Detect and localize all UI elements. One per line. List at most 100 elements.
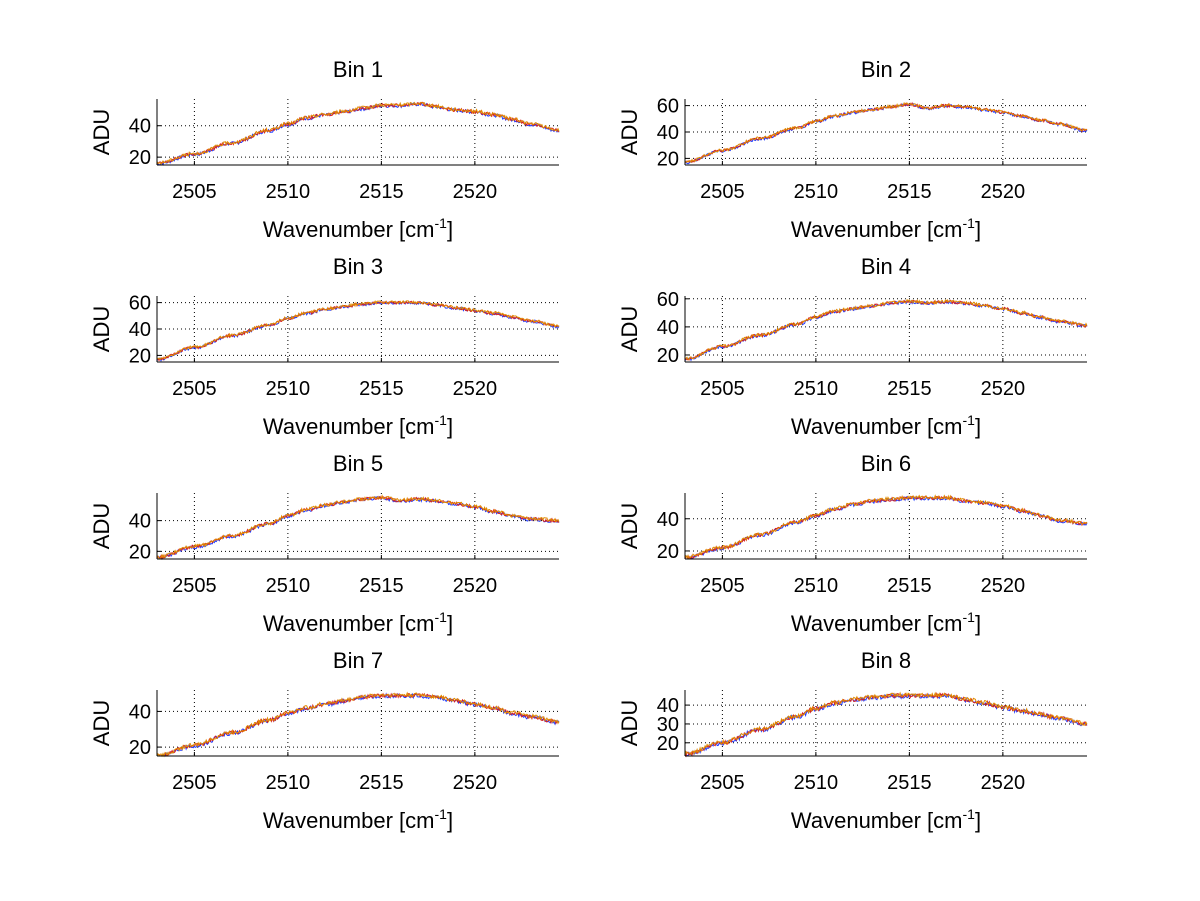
x-tick-label: 2505 — [172, 181, 217, 203]
x-tick-label: 2505 — [700, 575, 745, 597]
series-line-3 — [156, 300, 560, 361]
x-axis-label-sup: -1 — [963, 806, 976, 822]
x-axis-label-end: ] — [447, 217, 453, 242]
subplot-1: Bin 1 2505 2510 2515 2520 20 40 Wavenumber [cm-… — [89, 57, 560, 242]
subplot-title: Bin 2 — [861, 57, 911, 82]
y-tick-label: 20 — [129, 541, 151, 563]
y-tick-label: 40 — [657, 122, 679, 144]
x-axis-label-sup: -1 — [435, 412, 448, 428]
y-tick-label: 20 — [129, 147, 151, 169]
subplot-title: Bin 4 — [861, 254, 911, 279]
x-tick-label: 2505 — [700, 378, 745, 400]
x-tick-label: 2520 — [981, 575, 1026, 597]
x-axis-label-end: ] — [975, 808, 981, 833]
y-tick-label: 20 — [657, 733, 679, 755]
x-axis-label-text: Wavenumber [cm — [263, 808, 435, 833]
x-tick-label: 2520 — [453, 378, 498, 400]
x-axis-label-sup: -1 — [963, 215, 976, 231]
x-tick-label: 2515 — [887, 772, 932, 794]
x-tick-label: 2515 — [359, 772, 404, 794]
x-tick-label: 2510 — [266, 772, 311, 794]
x-tick-label: 2510 — [794, 772, 839, 794]
subplot-2: Bin 2 2505 2510 2515 2520 20 40 60 Wavenumber [c… — [617, 57, 1088, 242]
series-line-1 — [684, 692, 1088, 757]
x-tick-label: 2505 — [700, 772, 745, 794]
x-tick-label: 2510 — [794, 181, 839, 203]
series-line-1 — [156, 300, 560, 363]
y-axis-label: ADU — [617, 109, 642, 155]
y-axis-label: ADU — [89, 700, 114, 746]
subplot-title: Bin 1 — [333, 57, 383, 82]
x-axis-label-text: Wavenumber [cm — [791, 414, 963, 439]
y-tick-label: 40 — [129, 701, 151, 723]
x-axis-label: Wavenumber [cm-1] — [791, 412, 981, 439]
x-tick-label: 2510 — [794, 575, 839, 597]
x-axis-label-end: ] — [447, 808, 453, 833]
x-axis-label-end: ] — [975, 217, 981, 242]
y-tick-label: 40 — [657, 509, 679, 531]
y-tick-label: 40 — [657, 317, 679, 339]
x-tick-label: 2510 — [266, 378, 311, 400]
y-tick-label: 20 — [657, 345, 679, 367]
subplot-title: Bin 7 — [333, 648, 383, 673]
x-tick-label: 2505 — [172, 575, 217, 597]
x-tick-label: 2520 — [453, 181, 498, 203]
y-tick-label: 40 — [129, 116, 151, 138]
x-tick-label: 2520 — [981, 181, 1026, 203]
subplot-7: Bin 7 2505 2510 2515 2520 20 40 Wavenumber [cm-… — [89, 648, 560, 833]
x-tick-label: 2505 — [172, 378, 217, 400]
x-tick-label: 2515 — [887, 575, 932, 597]
y-axis-label: ADU — [617, 503, 642, 549]
subplot-3: Bin 3 2505 2510 2515 2520 20 40 60 Wavenumber [c… — [89, 254, 560, 439]
subplot-title: Bin 5 — [333, 451, 383, 476]
x-axis-label-sup: -1 — [963, 609, 976, 625]
x-tick-label: 2505 — [172, 772, 217, 794]
y-axis-label: ADU — [89, 306, 114, 352]
series-line-3 — [684, 691, 1088, 756]
subplot-title: Bin 3 — [333, 254, 383, 279]
y-tick-label: 20 — [657, 148, 679, 170]
x-tick-label: 2520 — [981, 772, 1026, 794]
series-line-3 — [156, 494, 560, 560]
x-tick-label: 2520 — [981, 378, 1026, 400]
x-axis-label: Wavenumber [cm-1] — [263, 412, 453, 439]
y-tick-label: 60 — [657, 96, 679, 118]
x-axis-label-text: Wavenumber [cm — [791, 217, 963, 242]
series-line-2 — [684, 101, 1088, 163]
x-tick-label: 2510 — [266, 181, 311, 203]
subplot-4: Bin 4 2505 2510 2515 2520 20 40 60 Wavenumber [c… — [617, 254, 1088, 439]
series-line-1 — [684, 102, 1088, 165]
x-axis-label-text: Wavenumber [cm — [791, 611, 963, 636]
series-line-2 — [156, 300, 560, 362]
series-line-2 — [156, 495, 560, 561]
x-axis-label-sup: -1 — [435, 609, 448, 625]
series-line-1 — [156, 495, 560, 560]
x-axis-label: Wavenumber [cm-1] — [263, 806, 453, 833]
subplot-5: Bin 5 2505 2510 2515 2520 20 40 Wavenumber [cm-… — [89, 451, 560, 636]
series-line-3 — [684, 102, 1088, 163]
series-line-3 — [684, 494, 1088, 559]
x-axis-label: Wavenumber [cm-1] — [791, 806, 981, 833]
series-line-2 — [684, 495, 1087, 560]
y-tick-label: 40 — [129, 319, 151, 341]
subplot-6: Bin 6 2505 2510 2515 2520 20 40 Wavenumber [cm-… — [617, 451, 1088, 636]
series-line-1 — [684, 299, 1088, 362]
series-line-2 — [156, 101, 560, 165]
series-line-2 — [684, 299, 1088, 361]
y-tick-label: 20 — [129, 345, 151, 367]
y-axis-label: ADU — [617, 306, 642, 352]
x-tick-label: 2515 — [359, 181, 404, 203]
x-axis-label-text: Wavenumber [cm — [263, 611, 435, 636]
y-tick-label: 40 — [657, 695, 679, 717]
subplot-title: Bin 8 — [861, 648, 911, 673]
series-line-2 — [684, 692, 1088, 758]
x-tick-label: 2515 — [887, 181, 932, 203]
x-tick-label: 2520 — [453, 575, 498, 597]
x-axis-label-text: Wavenumber [cm — [263, 217, 435, 242]
y-axis-label: ADU — [617, 700, 642, 746]
x-axis-label-sup: -1 — [963, 412, 976, 428]
y-axis-label: ADU — [89, 109, 114, 155]
x-axis-label-end: ] — [447, 414, 453, 439]
y-tick-label: 60 — [657, 289, 679, 311]
